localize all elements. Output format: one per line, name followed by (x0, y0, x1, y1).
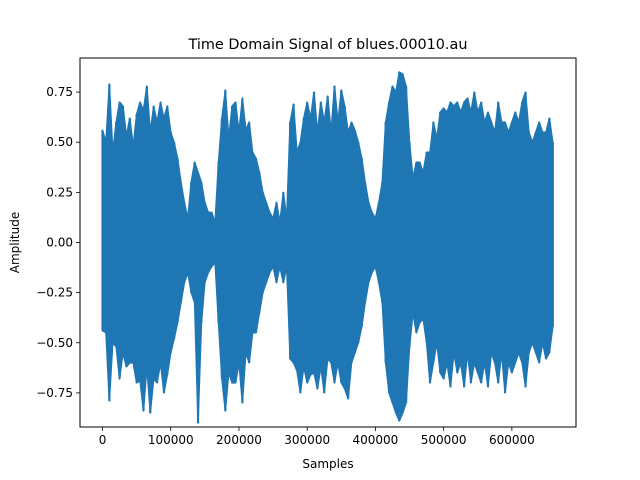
y-tick-label: 0.50 (46, 135, 73, 149)
x-axis-ticks: 0 100000 200000 300000 400000 500000 600000 (99, 427, 535, 447)
x-tick-label: 400000 (353, 433, 399, 447)
y-tick-label: −0.50 (36, 336, 73, 350)
x-tick-label: 0 (99, 433, 107, 447)
chart-title: Time Domain Signal of blues.00010.au (188, 37, 468, 53)
y-tick-label: −0.75 (36, 386, 73, 400)
x-tick-label: 200000 (216, 433, 262, 447)
y-axis-label: Amplitude (8, 212, 22, 274)
signal-series (101, 71, 554, 424)
y-tick-label: 0.00 (46, 236, 73, 250)
y-tick-label: 0.75 (46, 85, 73, 99)
x-tick-label: 300000 (284, 433, 330, 447)
x-tick-label: 100000 (148, 433, 194, 447)
x-tick-label: 500000 (421, 433, 467, 447)
x-axis-label: Samples (302, 457, 353, 471)
y-axis-ticks: −0.75 −0.50 −0.25 0.00 0.25 0.50 0.75 (36, 85, 80, 400)
y-tick-label: −0.25 (36, 286, 73, 300)
y-tick-label: 0.25 (46, 185, 73, 199)
x-tick-label: 600000 (489, 433, 535, 447)
